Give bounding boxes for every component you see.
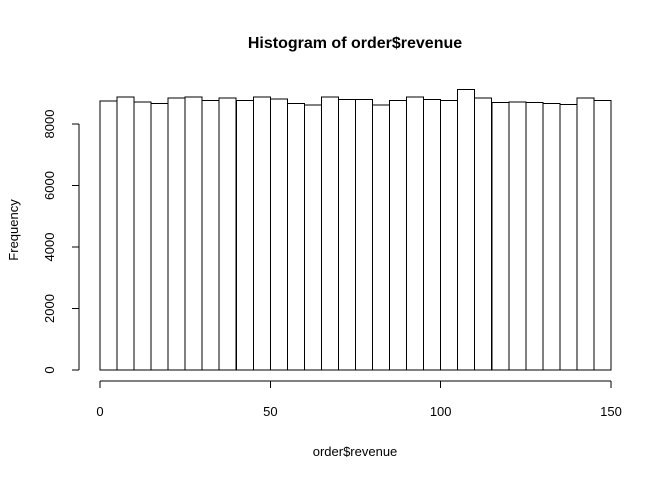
y-tick-label: 8000 bbox=[42, 110, 57, 139]
bars-group bbox=[99, 89, 612, 371]
histogram-bar bbox=[474, 97, 493, 371]
y-tick-label: 0 bbox=[42, 366, 57, 373]
x-tick-label: 50 bbox=[263, 404, 277, 419]
histogram-bar bbox=[457, 89, 476, 371]
y-tick-label: 4000 bbox=[42, 233, 57, 262]
histogram-bar bbox=[525, 102, 544, 371]
y-axis: 0 2000 4000 6000 8000 bbox=[42, 110, 80, 374]
x-tick-label: 150 bbox=[600, 404, 622, 419]
y-axis-label: Frequency bbox=[6, 199, 21, 261]
histogram-bar bbox=[269, 98, 288, 371]
histogram-bar bbox=[593, 100, 612, 371]
y-tick-label: 2000 bbox=[42, 294, 57, 323]
histogram-bar bbox=[320, 96, 339, 371]
histogram-bar bbox=[440, 100, 459, 371]
histogram-bar bbox=[99, 100, 118, 371]
histogram-bar bbox=[116, 96, 135, 371]
x-axis: 0 50 100 150 bbox=[96, 380, 622, 419]
histogram-bar bbox=[167, 97, 186, 371]
histogram-bar bbox=[559, 104, 578, 371]
histogram-bar bbox=[355, 99, 373, 371]
histogram-bar bbox=[286, 103, 305, 371]
x-tick-label: 100 bbox=[430, 404, 452, 419]
histogram-bar bbox=[372, 104, 390, 371]
y-tick-label: 6000 bbox=[42, 171, 57, 200]
histogram-bar bbox=[508, 101, 527, 371]
histogram-bar bbox=[423, 98, 442, 371]
histogram-bar bbox=[389, 100, 408, 371]
x-axis-label: order$revenue bbox=[313, 444, 398, 459]
histogram-bar bbox=[252, 96, 271, 371]
histogram-bar bbox=[303, 104, 322, 371]
histogram-bar bbox=[150, 103, 169, 371]
histogram-bar bbox=[133, 101, 152, 371]
histogram-bar bbox=[576, 97, 595, 371]
chart-title: Histogram of order$revenue bbox=[248, 35, 462, 52]
histogram-bar bbox=[491, 102, 510, 371]
x-tick-label: 0 bbox=[96, 404, 103, 419]
histogram-bar bbox=[201, 99, 220, 371]
histogram-bar bbox=[218, 97, 237, 371]
histogram-bar bbox=[184, 96, 203, 371]
histogram-bar bbox=[542, 103, 561, 371]
histogram-bar bbox=[235, 100, 254, 371]
histogram-bar bbox=[338, 99, 356, 371]
histogram-bar bbox=[406, 96, 425, 371]
